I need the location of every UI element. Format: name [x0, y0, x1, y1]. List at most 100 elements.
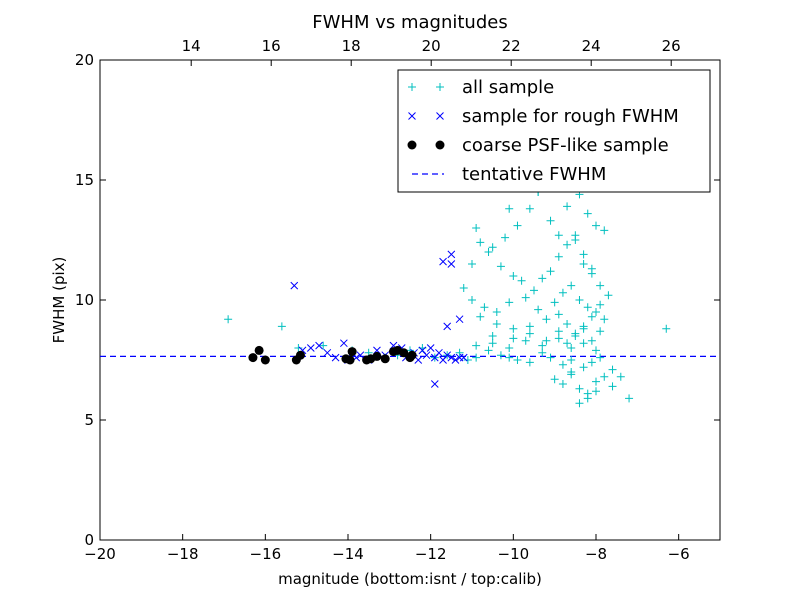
point-rough-fwhm-5 [331, 353, 340, 362]
point-all-sample-3 [319, 341, 328, 350]
point-all-sample-37 [525, 204, 534, 213]
top-tick-label-2: 18 [342, 37, 361, 55]
point-all-sample-105 [505, 204, 514, 213]
point-all-sample-70 [567, 281, 576, 290]
legend-marker-1-b [436, 112, 444, 120]
top-tick-label-4: 22 [502, 37, 521, 55]
point-all-sample-121 [600, 372, 609, 381]
point-all-sample-27 [608, 365, 617, 374]
point-psf-like-11 [380, 354, 390, 364]
point-all-sample-55 [554, 252, 563, 261]
point-rough-fwhm-27 [451, 356, 460, 364]
point-all-sample-46 [600, 226, 609, 235]
point-all-sample-69 [558, 288, 567, 297]
legend-marker-1-a [408, 112, 416, 120]
point-all-sample-24 [579, 363, 588, 372]
point-all-sample-61 [604, 291, 613, 300]
point-all-sample-12 [455, 348, 464, 357]
point-all-sample-110 [563, 202, 572, 211]
point-rough-fwhm-4 [323, 348, 332, 357]
point-rough-fwhm-35 [430, 380, 439, 388]
point-all-sample-90 [554, 327, 563, 336]
point-all-sample-51 [517, 276, 526, 285]
point-all-sample-33 [476, 238, 485, 247]
point-rough-fwhm-6 [340, 339, 348, 348]
point-all-sample-22 [558, 360, 567, 369]
point-all-sample-67 [534, 305, 543, 314]
top-tick-label-6: 26 [662, 37, 681, 55]
y-tick-label-3: 15 [75, 171, 94, 189]
y-axis-label: FWHM (pix) [50, 257, 68, 344]
legend: all sample sample for rough FWHM coarse … [397, 69, 711, 193]
point-all-sample-34 [488, 243, 497, 252]
point-psf-like-16 [407, 350, 417, 360]
point-rough-fwhm-32 [455, 353, 464, 362]
point-all-sample-77 [509, 324, 518, 333]
point-all-sample-28 [616, 372, 625, 381]
point-all-sample-20 [538, 348, 547, 357]
legend-label-tentative-fwhm: tentative FWHM [462, 164, 606, 185]
x-tick-label-6: −8 [585, 545, 607, 563]
point-rough-fwhm-28 [455, 315, 464, 324]
point-all-sample-118 [575, 384, 584, 393]
point-rough-fwhm-10 [356, 351, 365, 360]
point-all-sample-66 [521, 293, 530, 302]
x-axis-label: magnitude (bottom:isnt / top:calib) [278, 570, 542, 588]
point-all-sample-108 [546, 216, 555, 225]
y-tick-label-2: 10 [75, 291, 94, 309]
point-all-sample-120 [592, 377, 600, 386]
point-all-sample-101 [567, 344, 576, 352]
point-all-sample-109 [554, 231, 563, 240]
point-all-sample-47 [472, 224, 481, 232]
point-all-sample-94 [587, 336, 596, 345]
point-all-sample-15 [484, 346, 493, 355]
point-psf-like-10 [372, 351, 382, 361]
point-psf-like-4 [295, 350, 305, 360]
legend-label-all-sample: all sample [462, 77, 554, 98]
point-all-sample-44 [583, 209, 592, 218]
point-all-sample-65 [505, 298, 514, 307]
point-all-sample-116 [558, 380, 567, 388]
point-all-sample-56 [563, 240, 572, 249]
point-all-sample-58 [579, 260, 588, 268]
x-tick-label-5: −10 [498, 545, 530, 563]
point-all-sample-112 [579, 250, 588, 259]
point-all-sample-114 [596, 300, 605, 309]
legend-marker-0-a [408, 83, 416, 91]
point-all-sample-71 [575, 296, 584, 304]
point-all-sample-52 [530, 286, 538, 295]
point-all-sample-32 [468, 260, 476, 268]
point-all-sample-0 [224, 315, 233, 324]
legend-marker-2-b [435, 140, 445, 150]
x-tick-label-1: −18 [167, 545, 199, 563]
point-rough-fwhm-20 [422, 351, 431, 360]
point-all-sample-13 [463, 356, 472, 364]
point-rough-fwhm-31 [447, 260, 456, 268]
point-all-sample-74 [600, 315, 609, 324]
point-all-sample-50 [509, 272, 518, 280]
x-tick-label-7: −6 [668, 545, 690, 563]
point-all-sample-89 [542, 336, 551, 345]
point-all-sample-72 [583, 303, 592, 312]
point-all-sample-63 [480, 303, 489, 312]
point-psf-like-7 [347, 347, 357, 357]
point-all-sample-80 [554, 310, 563, 319]
point-all-sample-68 [550, 298, 559, 307]
point-all-sample-1 [277, 322, 286, 331]
point-all-sample-97 [505, 344, 514, 352]
point-all-sample-64 [492, 308, 501, 316]
point-all-sample-53 [538, 274, 547, 283]
point-rough-fwhm-0 [290, 281, 299, 290]
point-all-sample-96 [488, 339, 497, 348]
point-rough-fwhm-23 [435, 348, 443, 357]
x-tick-label-0: −20 [84, 545, 116, 563]
point-all-sample-14 [472, 353, 481, 362]
y-tick-label-0: 0 [84, 531, 94, 549]
point-all-sample-31 [459, 284, 468, 292]
point-all-sample-129 [575, 399, 584, 408]
point-all-sample-45 [592, 221, 600, 230]
top-tick-label-1: 16 [262, 37, 281, 55]
point-rough-fwhm-30 [443, 322, 452, 331]
point-all-sample-81 [563, 320, 572, 328]
chart-title: FWHM vs magnitudes [312, 12, 507, 33]
